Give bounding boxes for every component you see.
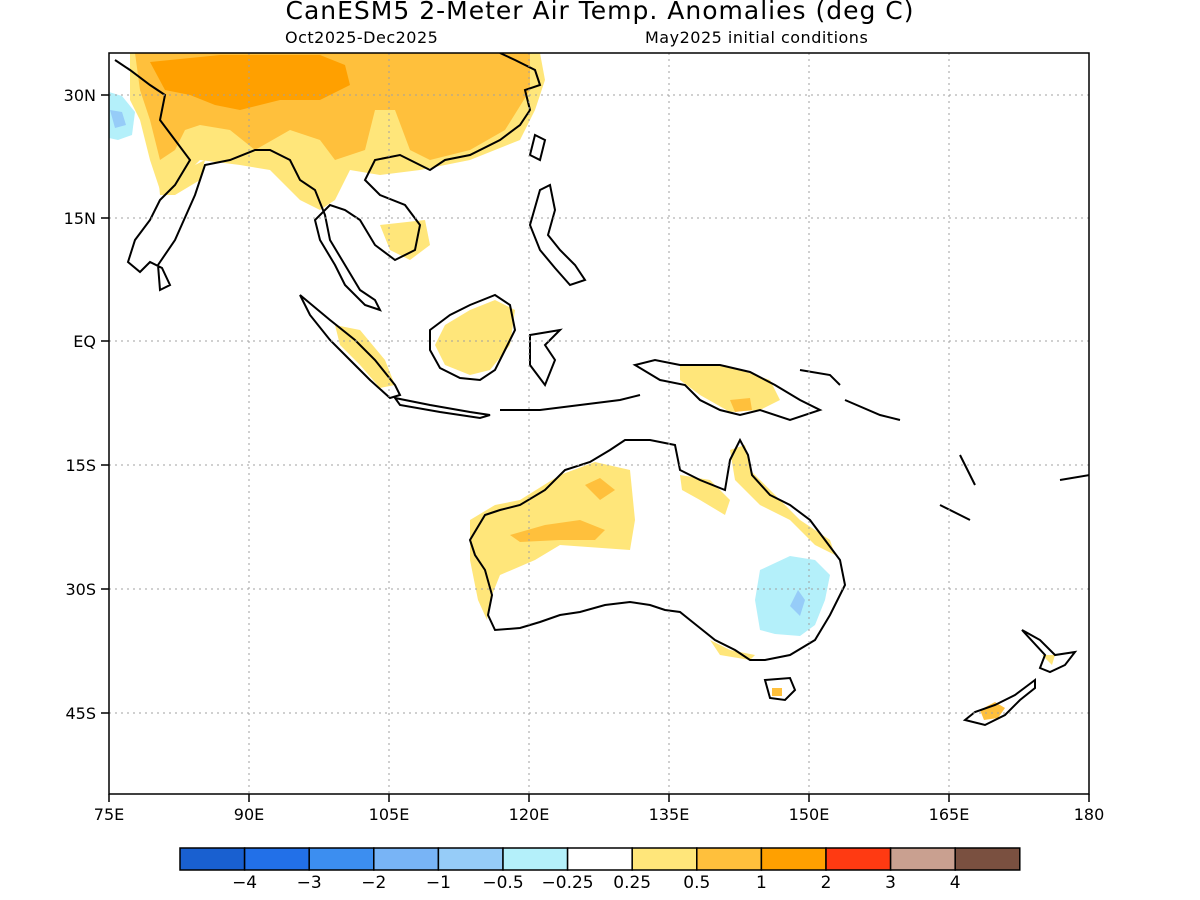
lon-label: 165E — [929, 805, 970, 824]
anomaly-region-png-warm — [730, 398, 752, 412]
coast-lesser-sunda — [500, 394, 641, 411]
lat-label: 30N — [64, 86, 96, 105]
coast-sumatra — [299, 294, 402, 400]
colorbar-swatch — [566, 847, 633, 871]
colorbar-label: −0.5 — [482, 873, 523, 893]
coastlines — [114, 53, 1089, 727]
map-title: CanESM5 2-Meter Air Temp. Anomalies (deg… — [285, 0, 915, 25]
colorbar-label: 4 — [950, 873, 961, 893]
coast-java — [392, 396, 491, 420]
colorbar: −4 −3 −2 −1 −0.5 −0.25 0.25 0.5 1 2 3 4 — [179, 847, 1021, 893]
anomaly-shading — [109, 53, 1055, 720]
colorbar-swatch — [308, 847, 375, 871]
anomaly-region-borneo — [435, 300, 515, 375]
anomaly-region-wa-warmer — [510, 520, 605, 542]
anomaly-region-nz-warm — [980, 702, 1005, 720]
coast-asia — [114, 53, 542, 312]
colorbar-swatch — [502, 847, 569, 871]
colorbar-label: −3 — [297, 873, 322, 893]
coast-nz-north — [1021, 629, 1078, 674]
colorbar-swatch — [179, 847, 246, 871]
coast-vanuatu-fiji — [939, 454, 1089, 521]
colorbar-swatch — [696, 847, 763, 871]
anomaly-region-sumatra — [335, 325, 395, 388]
colorbar-label: −4 — [232, 873, 257, 893]
colorbar-label: 1 — [756, 873, 767, 893]
anomaly-region-south-coast — [710, 640, 755, 660]
initial-conditions: May2025 initial conditions — [645, 28, 869, 47]
lon-label: 105E — [369, 805, 410, 824]
coast-new-guinea — [632, 358, 823, 422]
coast-bismarck — [799, 369, 901, 421]
coast-tasmania — [763, 676, 797, 702]
lon-label: 75E — [94, 805, 124, 824]
coast-philippines — [528, 183, 587, 287]
lon-label: 90E — [234, 805, 264, 824]
lon-label: 120E — [509, 805, 550, 824]
lon-labels: 75E 90E 105E 120E 135E 150E 165E 180 — [94, 805, 1105, 824]
coast-sulawesi — [529, 328, 563, 388]
lat-label: 45S — [65, 704, 96, 723]
anomaly-region-cape-york — [730, 445, 835, 555]
coast-australia — [468, 437, 847, 661]
coast-taiwan — [528, 133, 547, 162]
colorbar-swatch — [954, 847, 1021, 871]
anomaly-region-india-coast — [158, 160, 205, 195]
anomaly-region-pakistan-cooler — [110, 110, 126, 128]
axis-ticks — [101, 94, 1090, 802]
anomaly-region-wa-warm — [470, 462, 635, 620]
colorbar-swatch — [373, 847, 440, 871]
lat-label: EQ — [73, 332, 96, 351]
colorbar-swatch — [889, 847, 956, 871]
colorbar-label: 0.5 — [683, 873, 710, 893]
colorbar-label: 3 — [885, 873, 896, 893]
colorbar-label: −0.25 — [542, 873, 594, 893]
lon-label: 180 — [1074, 805, 1105, 824]
anomaly-region-kimberley — [585, 478, 615, 500]
lat-label: 15N — [64, 209, 96, 228]
anomaly-region-nsw-cool — [755, 556, 830, 636]
colorbar-label: 0.25 — [613, 873, 651, 893]
plot-frame — [108, 52, 1090, 795]
colorbar-label: −2 — [361, 873, 386, 893]
anomaly-region-new-guinea — [680, 365, 780, 412]
anomaly-region-gulf — [680, 475, 730, 515]
colorbar-swatch — [631, 847, 698, 871]
lat-labels: 30N 15N EQ 15S 30S 45S — [64, 86, 96, 723]
lat-label: 15S — [65, 456, 96, 475]
coast-nz-south — [962, 678, 1036, 727]
anomaly-region-indochina — [380, 220, 430, 260]
lon-label: 150E — [789, 805, 830, 824]
forecast-period: Oct2025-Dec2025 — [285, 28, 439, 47]
colorbar-swatch — [825, 847, 892, 871]
anomaly-region-tibet-hot — [150, 55, 350, 110]
anomaly-region-nz-north — [1042, 655, 1055, 665]
colorbar-label: 2 — [821, 873, 832, 893]
colorbar-label: −1 — [426, 873, 451, 893]
anomaly-region-tasmania — [772, 688, 782, 696]
gridlines — [109, 53, 1089, 794]
lon-label: 135E — [649, 805, 690, 824]
coast-borneo — [429, 293, 517, 382]
anomaly-region-nsw-cooler — [790, 590, 805, 616]
colorbar-swatch — [243, 847, 310, 871]
colorbar-swatch — [437, 847, 504, 871]
lat-label: 30S — [65, 580, 96, 599]
colorbar-swatch — [760, 847, 827, 871]
